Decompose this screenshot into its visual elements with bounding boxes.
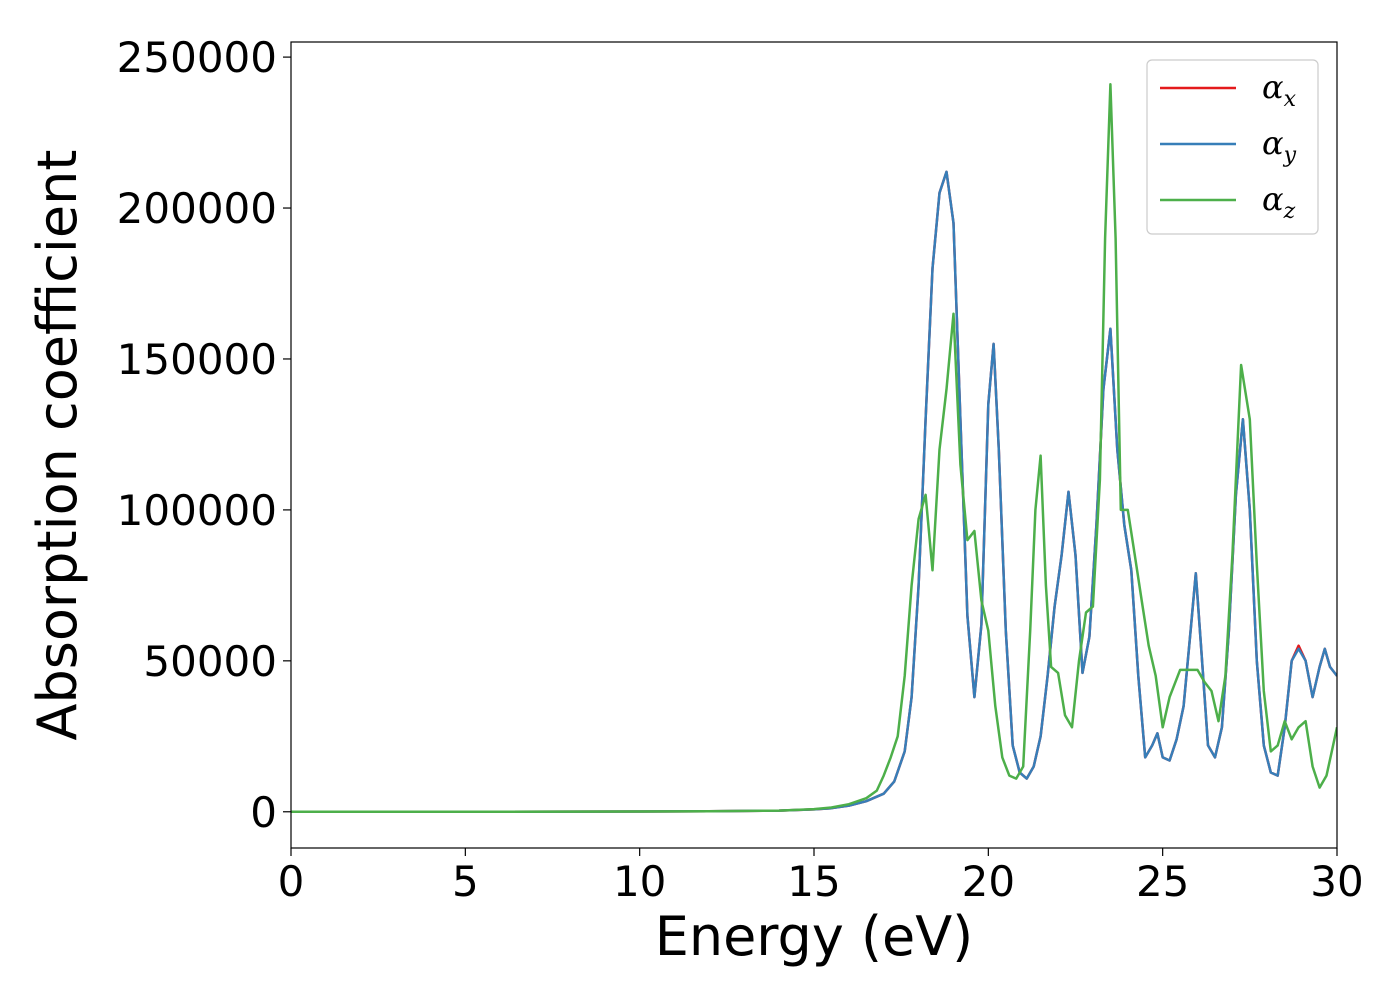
x-tick-label: 25 [1136,857,1189,906]
x-tick-label: 30 [1310,857,1363,906]
x-tick-label: 5 [452,857,479,906]
x-tick-label: 15 [787,857,840,906]
y-tick-label: 50000 [143,637,277,686]
x-tick-label: 10 [613,857,666,906]
y-axis-label: Absorption coefficient [26,150,89,741]
series-line-z [291,83,1337,814]
legend: αx αy αz [1146,59,1319,235]
y-axis: 0 50000 100000 150000 200000 250000 [117,33,291,837]
legend-label-z: αz [1262,180,1296,224]
y-tick-label: 250000 [117,33,277,82]
y-tick-label: 150000 [117,335,277,384]
y-tick-label: 0 [250,788,277,837]
series-line-y [291,170,1337,814]
legend-label-y: αy [1262,124,1297,168]
legend-label-x: αx [1262,68,1297,112]
x-axis-label: Energy (eV) [655,905,974,968]
x-axis: 0 5 10 15 20 25 30 [278,848,1364,906]
y-tick-label: 100000 [117,486,277,535]
legend-box [1146,59,1319,235]
series-layer [291,83,1337,814]
y-tick-label: 200000 [117,184,277,233]
x-tick-label: 0 [278,857,305,906]
x-tick-label: 20 [962,857,1015,906]
